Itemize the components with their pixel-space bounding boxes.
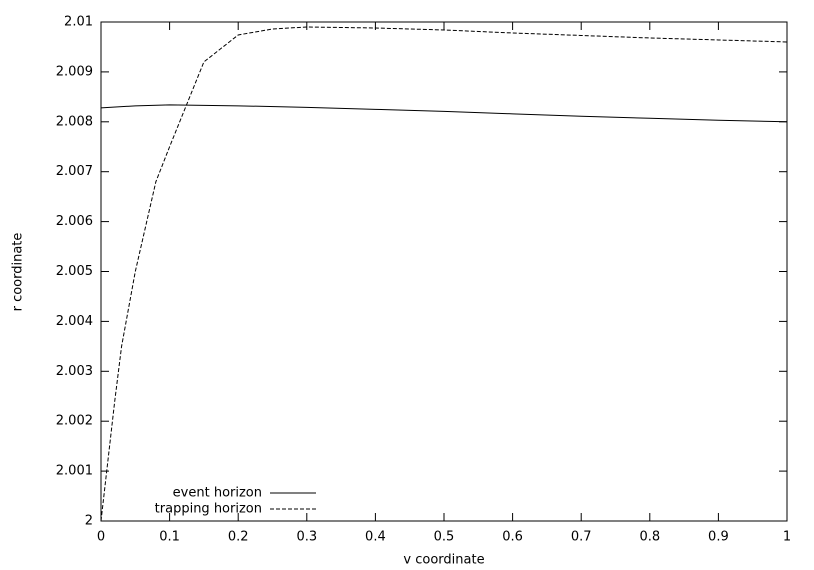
x-tick-label: 0.5 (434, 530, 455, 545)
y-tick-label: 2.01 (64, 15, 93, 30)
y-tick-label: 2 (85, 514, 93, 529)
x-tick-label: 0.1 (159, 530, 180, 545)
legend-label: trapping horizon (155, 502, 262, 517)
x-tick-label: 0.6 (502, 530, 523, 545)
series-line (100, 104, 788, 123)
x-tick-label: 0.8 (639, 530, 660, 545)
y-tick-label: 2.003 (56, 364, 93, 379)
x-tick-label: 0 (97, 530, 105, 545)
x-axis-label: v coordinate (403, 553, 484, 568)
x-tick-label: 0.3 (296, 530, 317, 545)
y-tick-label: 2.005 (56, 264, 93, 279)
y-tick-label: 2.006 (56, 214, 93, 229)
series-line (100, 26, 788, 522)
x-tick-label: 0.9 (708, 530, 729, 545)
x-tick-label: 0.7 (571, 530, 592, 545)
y-tick-label: 2.008 (56, 114, 93, 129)
legend-label: event horizon (173, 486, 262, 501)
y-tick-label: 2.002 (56, 414, 93, 429)
y-tick-label: 2.004 (56, 314, 93, 329)
x-tick-label: 0.2 (228, 530, 249, 545)
x-tick-label: 1 (783, 530, 791, 545)
y-tick-label: 2.001 (56, 464, 93, 479)
x-tick-label: 0.4 (365, 530, 386, 545)
plot-frame (100, 21, 788, 522)
y-axis-label: r coordinate (11, 233, 26, 312)
y-tick-label: 2.007 (56, 164, 93, 179)
y-tick-label: 2.009 (56, 64, 93, 79)
